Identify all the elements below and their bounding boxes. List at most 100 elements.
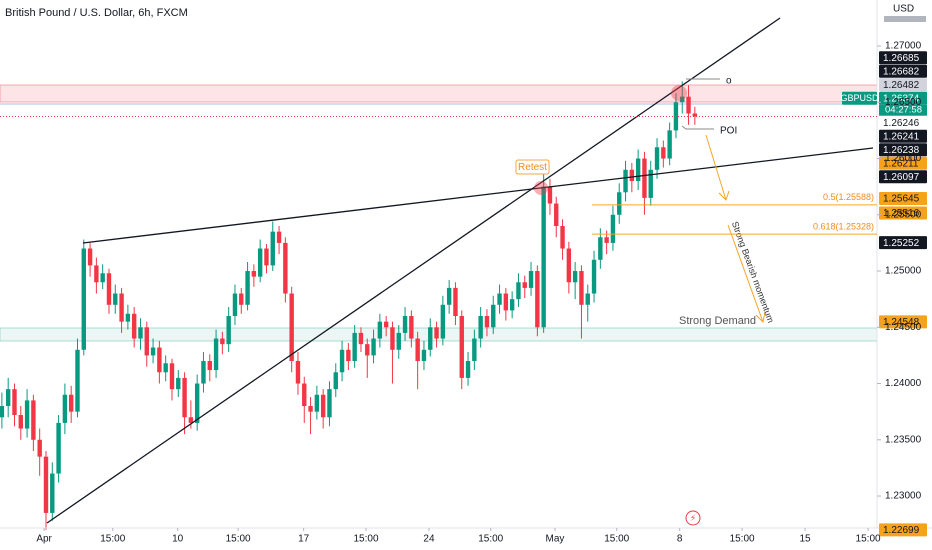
- candle-body: [245, 271, 250, 305]
- price-label-box: [879, 156, 927, 170]
- candle-body: [535, 271, 540, 328]
- price-label-box: [879, 64, 927, 78]
- countdown: 04:27:58: [885, 105, 922, 116]
- candle-body: [346, 349, 351, 362]
- candle-body: [459, 316, 464, 378]
- y-tick-label: 1.26500: [885, 97, 922, 108]
- x-tick-label: 15:00: [478, 534, 503, 545]
- candle-body: [0, 406, 5, 418]
- candle-body: [560, 226, 565, 249]
- x-tick-label: 15:00: [856, 534, 881, 545]
- candle-body: [113, 293, 118, 305]
- candle-body: [572, 271, 578, 283]
- currency: USD: [893, 4, 914, 15]
- price-label: 1.26682: [883, 66, 920, 77]
- candle-body: [446, 287, 452, 305]
- poi-label: POI: [720, 126, 737, 137]
- fib-label: 0.618(1.25328): [813, 221, 874, 231]
- candle-body: [125, 313, 131, 322]
- x-tick-label: 15: [800, 534, 812, 545]
- price-label: 1.26374: [883, 93, 920, 104]
- fib-label: 0.5(1.25588): [823, 192, 874, 202]
- price-label: 1.26482: [883, 80, 920, 91]
- candle-body: [516, 282, 521, 300]
- x-tick-label: Apr: [36, 534, 52, 545]
- price-label-box: [879, 91, 927, 105]
- candle-body: [194, 383, 200, 423]
- marker-label: o: [726, 76, 732, 87]
- y-tick-label: 1.26000: [885, 153, 922, 164]
- retest-label: Retest: [518, 162, 547, 173]
- candle-body: [509, 299, 515, 311]
- candle-body: [295, 361, 301, 384]
- candle-body: [598, 237, 603, 260]
- candle-body: [314, 394, 320, 412]
- candle-body: [629, 169, 635, 182]
- candle-body: [453, 287, 458, 317]
- price-label-box: [879, 315, 927, 329]
- candle-body: [528, 271, 534, 288]
- candle-body: [5, 389, 11, 407]
- candle-body: [207, 361, 212, 371]
- candle-body: [484, 316, 490, 328]
- x-tick-label: 15:00: [730, 534, 755, 545]
- candle-body: [623, 169, 628, 193]
- x-tick-label: 17: [298, 534, 310, 545]
- price-label: 1.26238: [883, 145, 920, 156]
- price-label-box: [879, 51, 927, 65]
- candle-body: [31, 400, 36, 440]
- arrow-head: [755, 311, 766, 324]
- price-label: 1.26097: [883, 172, 920, 183]
- retest-marker: [534, 181, 548, 195]
- candle-body: [119, 293, 124, 322]
- candle-body: [56, 422, 61, 474]
- price-label-box: [879, 236, 927, 250]
- candle-body: [176, 377, 181, 390]
- supply-zone: [0, 84, 878, 103]
- y-tick-label: 1.23500: [885, 434, 922, 445]
- countdown-box: [879, 104, 927, 116]
- arrow: [705, 134, 727, 201]
- candle-body: [131, 313, 137, 339]
- symbol-label: GBPUSD: [840, 93, 879, 103]
- candle-body: [440, 304, 446, 339]
- candle-body: [302, 383, 307, 407]
- overlay: 0.5(1.25588) 0.618(1.25328) 1.26685 1.26682…: [0, 51, 927, 537]
- x-tick-label: 8: [677, 534, 683, 545]
- candle-body: [680, 96, 685, 103]
- candle-body: [37, 439, 42, 457]
- candle-body: [371, 338, 376, 356]
- candle-body: [308, 406, 313, 412]
- candle-body: [566, 248, 572, 283]
- y-tick-label: 1.25000: [885, 266, 922, 277]
- trendline: [46, 17, 781, 524]
- candle-body: [396, 332, 401, 350]
- candle-body: [497, 293, 502, 305]
- candle-body: [320, 394, 326, 418]
- candle-body: [409, 316, 414, 339]
- price-label-box: [879, 129, 927, 143]
- price-label-box: [879, 523, 927, 537]
- x-tick-label: 10: [172, 534, 184, 545]
- candle-body: [428, 327, 433, 350]
- candle-body: [81, 248, 86, 350]
- trendline: [82, 147, 874, 244]
- price-label-box: [879, 170, 927, 184]
- candle-body: [617, 192, 622, 215]
- candle-body: [541, 186, 546, 328]
- event-icon[interactable]: [685, 510, 701, 526]
- candle-body: [402, 316, 408, 333]
- price-label-box: [879, 206, 927, 220]
- candle-body: [276, 231, 282, 243]
- scale-box: [884, 16, 926, 22]
- candle-body: [365, 344, 370, 356]
- candle-body: [226, 316, 231, 345]
- demand-label: Strong Demand: [679, 315, 756, 327]
- x-tick-label: 24: [423, 534, 435, 545]
- candle-body: [138, 327, 143, 339]
- candle-body: [264, 248, 269, 266]
- candle-body: [585, 293, 590, 305]
- x-tick-label: May: [546, 534, 565, 545]
- candle-body: [43, 456, 49, 513]
